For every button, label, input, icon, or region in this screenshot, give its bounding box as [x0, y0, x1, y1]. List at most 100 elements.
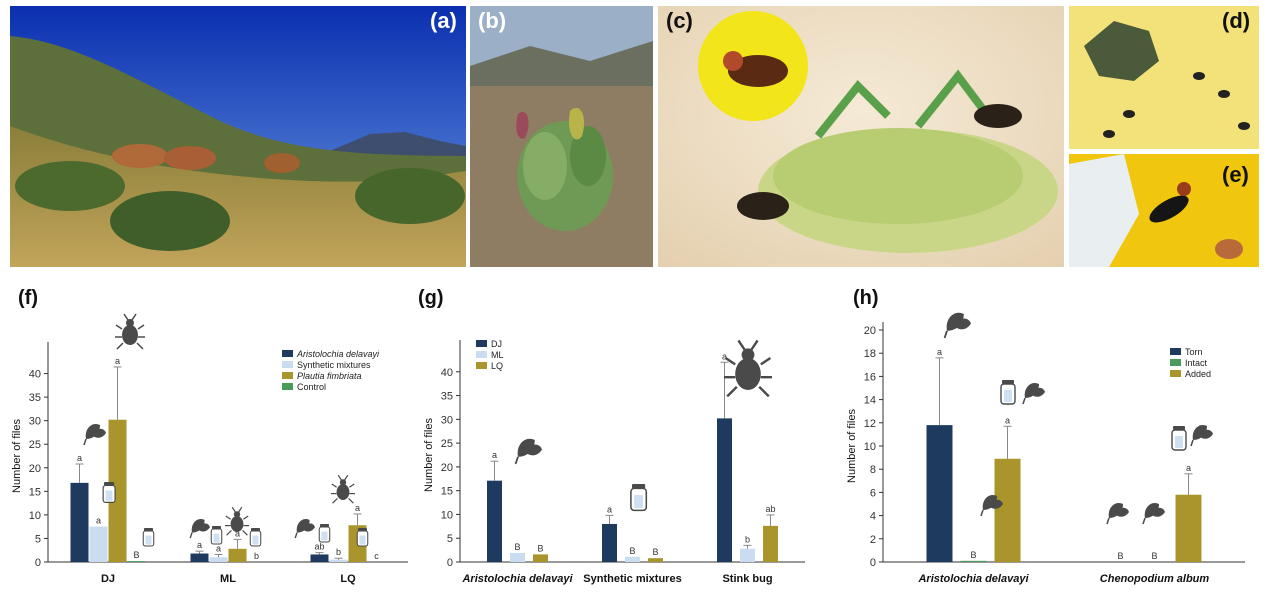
bug-icon-leg [760, 357, 772, 366]
significance-letter: a [216, 543, 221, 553]
flies-on-leaf-image [1069, 6, 1259, 149]
leaf-icon-shape [197, 523, 210, 532]
vial-icon-liquid [145, 535, 152, 545]
vial-icon [318, 524, 331, 543]
y-tick-label: 0 [35, 557, 41, 569]
bar [310, 554, 329, 562]
legend-swatch [282, 361, 293, 368]
legend-label: ML [491, 350, 504, 360]
leaf-icon-stem [83, 438, 87, 446]
significance-letter: ab [765, 504, 775, 514]
x-category-label: DJ [101, 573, 115, 585]
leaf-icon [189, 519, 210, 539]
bug-icon-leg [332, 497, 338, 504]
bug-icon-body [735, 358, 761, 390]
legend-swatch [476, 340, 487, 347]
leaf-icon [980, 494, 1003, 517]
significance-letter: B [1117, 551, 1123, 561]
y-tick-label: 12 [864, 418, 876, 430]
legend-swatch [1170, 348, 1181, 355]
bug-icon-head [126, 319, 134, 327]
legend-swatch [476, 362, 487, 369]
photo-b-label: (b) [478, 8, 507, 33]
bar [89, 526, 108, 562]
bug-icon-leg [115, 324, 123, 330]
bar [625, 556, 640, 562]
bar [717, 418, 732, 562]
legend-label: LQ [491, 361, 503, 371]
bug-icon-leg [231, 506, 236, 513]
leaf-icon-shape [1199, 429, 1213, 439]
vial-icon-cap [251, 528, 260, 531]
bug-icon-body [336, 484, 350, 500]
bug-icon-body [122, 325, 138, 345]
y-tick-label: 30 [441, 414, 453, 426]
vial-icon-liquid [213, 533, 220, 543]
bar [228, 548, 247, 562]
y-tick-label: 14 [864, 395, 876, 407]
bar [108, 419, 127, 562]
legend-swatch [282, 383, 293, 390]
legend-swatch [282, 350, 293, 357]
y-tick-label: 40 [441, 367, 453, 379]
vial-icon-cap [1002, 380, 1014, 384]
bar [487, 480, 502, 562]
leaf-icon [1106, 502, 1129, 525]
photo-b [470, 6, 653, 267]
legend-label: Control [297, 382, 326, 392]
y-tick-label: 0 [870, 557, 876, 569]
significance-letter: a [96, 516, 101, 526]
leaf-icon-shape [85, 423, 100, 439]
y-tick-label: 16 [864, 371, 876, 383]
legend-label: Added [1185, 369, 1211, 379]
leaf-icon-shape [1192, 424, 1207, 440]
x-category-label: ML [220, 573, 236, 585]
significance-letter: a [1186, 463, 1191, 473]
chart-g: (g) 0 5 10 15 20 25 30 35 40 Number of files a B B Ari… [410, 280, 830, 598]
bug-icon-leg [348, 497, 354, 504]
leaf-icon-stem [1142, 517, 1146, 525]
photo-d [1069, 6, 1259, 149]
bug-icon-head [233, 511, 241, 518]
vial-icon-liquid [359, 535, 366, 545]
bug-icon-leg [737, 339, 746, 351]
y-tick-label: 20 [441, 462, 453, 474]
chart-panel-label: (f) [18, 287, 38, 309]
significance-letter: b [745, 534, 750, 544]
bug-icon-leg [131, 313, 137, 321]
significance-letter: c [374, 551, 379, 561]
chart-h-svg: (h) 0 2 4 6 8 10 12 14 16 18 20 Number of files a Ba Ar… [846, 287, 1245, 585]
y-tick-label: 25 [29, 439, 41, 451]
bar [602, 523, 617, 562]
leaf-icon-shape [517, 438, 535, 457]
leaf-icon [514, 438, 542, 465]
y-tick-label: 25 [441, 438, 453, 450]
bug-icon-head [339, 479, 347, 486]
photo-e [1069, 154, 1259, 267]
leaf-icon [943, 312, 971, 339]
x-category-label: Aristolochia delavayi [461, 573, 573, 585]
vial-icon [356, 528, 369, 547]
bar [1175, 494, 1202, 562]
bar [127, 561, 146, 562]
vial-icon-cap [1173, 426, 1185, 430]
significance-letter: a [1005, 415, 1010, 425]
bug-icon-leg [331, 483, 337, 488]
photo-c-label: (c) [666, 8, 693, 33]
significance-letter: b [254, 551, 259, 561]
bug-icon [723, 339, 773, 398]
vial-icon-liquid [105, 490, 113, 501]
significance-letter: B [629, 546, 635, 556]
vial-icon-liquid [321, 531, 328, 541]
legend-swatch [282, 372, 293, 379]
leaf-icon-stem [189, 532, 193, 539]
significance-letter: B [133, 550, 139, 560]
significance-letter: a [937, 347, 942, 357]
y-tick-label: 20 [29, 463, 41, 475]
chart-f: (f) 0 5 10 15 20 25 30 35 40 Number of files a a a B DJ… [0, 280, 420, 598]
leaf-icon-shape [1108, 502, 1123, 518]
leaf-icon-shape [191, 519, 205, 533]
photo-a-label: (a) [430, 8, 457, 33]
y-tick-label: 4 [870, 511, 876, 523]
x-category-label: Synthetic mixtures [583, 573, 681, 585]
